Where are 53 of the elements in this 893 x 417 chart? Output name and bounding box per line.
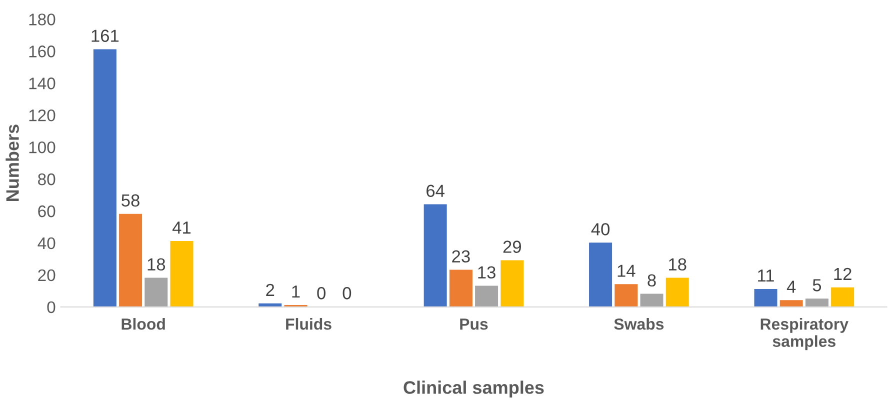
data-label: 41 xyxy=(172,222,191,234)
bar xyxy=(666,278,689,307)
data-label: 18 xyxy=(148,258,166,271)
x-axis-title: Clinical samples xyxy=(404,380,544,398)
bar xyxy=(831,287,854,307)
y-tick-label: 80 xyxy=(38,173,56,186)
data-label: 12 xyxy=(834,268,852,280)
data-label: 2 xyxy=(266,284,274,296)
x-tick-label: Respiratory samples xyxy=(760,318,848,350)
data-label: 23 xyxy=(452,250,470,263)
x-tick-label: Pus xyxy=(460,318,488,330)
x-tick-label: Fluids xyxy=(286,318,332,330)
bar xyxy=(449,270,472,307)
y-axis-title: Numbers xyxy=(6,124,19,201)
data-label: 4 xyxy=(786,280,796,293)
bar xyxy=(170,241,194,307)
data-label: 0 xyxy=(317,287,326,300)
bar xyxy=(640,294,664,307)
bar xyxy=(500,260,524,307)
data-label: 5 xyxy=(812,279,822,292)
bar xyxy=(93,49,116,307)
y-tick-label: 180 xyxy=(29,14,56,26)
bar xyxy=(475,286,498,307)
y-tick-label: 0 xyxy=(47,301,56,314)
data-label: 161 xyxy=(92,30,119,42)
y-tick-label: 60 xyxy=(38,205,56,218)
bar xyxy=(805,298,828,307)
y-tick-label: 40 xyxy=(38,237,56,250)
y-tick-label: 120 xyxy=(29,109,56,122)
y-tick-label: 140 xyxy=(29,78,56,90)
data-label: 8 xyxy=(648,274,656,287)
bar xyxy=(754,288,778,307)
data-label: 18 xyxy=(669,258,686,271)
data-label: 64 xyxy=(426,184,444,198)
data-label: 14 xyxy=(618,264,636,277)
x-tick-label: Swabs xyxy=(614,318,664,330)
data-label: 0 xyxy=(342,287,352,300)
y-tick-label: 160 xyxy=(29,46,56,58)
bar xyxy=(119,214,142,307)
x-tick-label: Blood xyxy=(122,318,165,330)
data-label: 13 xyxy=(478,266,496,279)
bar xyxy=(424,204,447,307)
data-label: 40 xyxy=(591,223,610,236)
data-label: 58 xyxy=(122,194,140,207)
y-tick-label: 20 xyxy=(38,269,56,282)
bar xyxy=(144,278,168,307)
bar xyxy=(614,284,638,307)
bar xyxy=(780,300,803,307)
y-tick-label: 100 xyxy=(29,141,56,154)
data-label: 29 xyxy=(503,240,521,253)
bar xyxy=(589,242,612,307)
data-label: 11 xyxy=(758,270,774,282)
data-label: 1 xyxy=(292,286,300,298)
